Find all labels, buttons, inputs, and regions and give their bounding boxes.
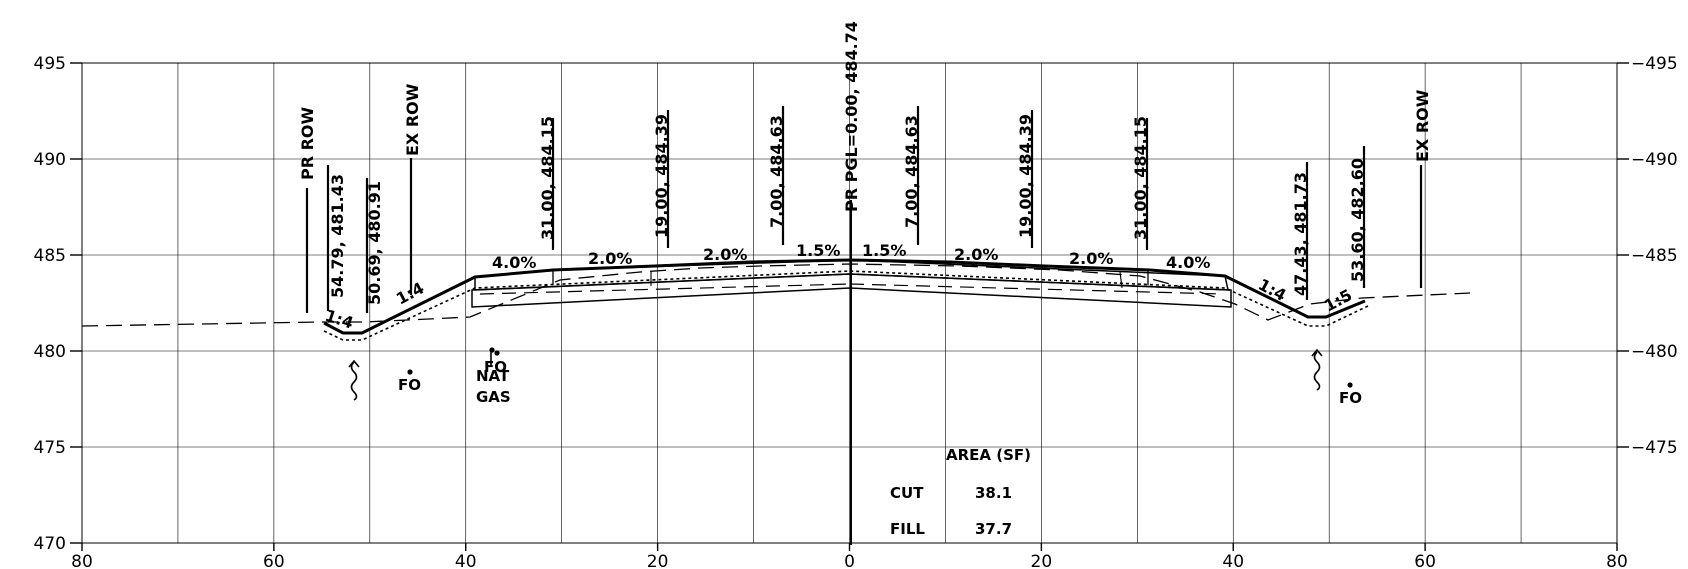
utility-marker-icon bbox=[1347, 382, 1353, 388]
x-tick-label: 60 bbox=[263, 552, 285, 569]
slope-label: 2.0% bbox=[703, 245, 747, 264]
left-elevation-axis: 495 490 485 480 475 470 bbox=[34, 54, 82, 554]
offset-19-left-label: 19.00, 484.39 bbox=[652, 114, 671, 238]
wavy-line-icon bbox=[1313, 351, 1321, 391]
y-tick-label: −475 bbox=[1631, 438, 1678, 458]
nat-label: NAT bbox=[476, 367, 510, 385]
pavement-dashed-right bbox=[849, 283, 1223, 295]
x-tick-label: 60 bbox=[1414, 552, 1436, 569]
x-tick-label: 0 bbox=[844, 552, 855, 569]
offset-7-left-label: 7.00, 484.63 bbox=[767, 115, 786, 228]
offset-50-69-label: 50.69, 480.91 bbox=[365, 181, 384, 305]
offset-31-right-label: 31.00, 484.15 bbox=[1131, 116, 1150, 240]
pavement-ext-left bbox=[1119, 271, 1123, 289]
y-tick-label: −480 bbox=[1631, 342, 1678, 362]
offset-53-60-label: 53.60, 482.60 bbox=[1348, 158, 1367, 282]
y-tick-label: −485 bbox=[1631, 246, 1678, 266]
x-tick-label: 20 bbox=[647, 552, 669, 569]
ratio-label: 1:4 bbox=[1255, 275, 1289, 305]
slope-label: 4.0% bbox=[1166, 253, 1210, 272]
x-tick-label: 20 bbox=[1031, 552, 1053, 569]
utility-marker-icon bbox=[494, 350, 500, 356]
slope-label: 2.0% bbox=[1069, 249, 1113, 268]
fill-label: FILL bbox=[890, 520, 925, 538]
fo-label: FO bbox=[1339, 389, 1362, 407]
y-tick-label: 495 bbox=[34, 54, 66, 74]
right-elevation-axis: −495 −490 −485 −480 −475 bbox=[1617, 54, 1678, 458]
y-tick-label: −495 bbox=[1631, 54, 1678, 74]
y-tick-label: 475 bbox=[34, 438, 66, 458]
fill-value: 37.7 bbox=[975, 520, 1012, 538]
gas-label: GAS bbox=[476, 388, 511, 406]
utility-marker-icon bbox=[407, 369, 413, 375]
utilities: FO FO NAT GAS FO bbox=[348, 347, 1362, 407]
slope-label: 2.0% bbox=[588, 249, 632, 268]
y-tick-label: 470 bbox=[34, 534, 66, 554]
utility-marker-icon bbox=[489, 347, 495, 353]
pgl-label: PR PGL=0.00, 484.74 bbox=[842, 21, 861, 212]
y-tick-label: 480 bbox=[34, 342, 66, 362]
y-tick-label: 490 bbox=[34, 150, 66, 170]
offset-7-right-label: 7.00, 484.63 bbox=[902, 115, 921, 228]
x-tick-label: 80 bbox=[71, 552, 93, 569]
arrow-head-icon bbox=[348, 359, 360, 368]
x-tick-label: 40 bbox=[455, 552, 477, 569]
x-tick-label: 80 bbox=[1606, 552, 1628, 569]
ratio-label: 1:5 bbox=[1321, 285, 1355, 315]
fo-nat-label: FO bbox=[484, 358, 507, 376]
slope-label: 4.0% bbox=[492, 253, 536, 272]
area-table-title: AREA (SF) bbox=[946, 446, 1031, 464]
x-axis-ticks: 80 60 40 20 0 20 40 60 80 bbox=[71, 543, 1628, 569]
x-tick-label: 40 bbox=[1222, 552, 1244, 569]
slope-label: 2.0% bbox=[954, 245, 998, 264]
ratio-label: 1:4 bbox=[323, 306, 356, 333]
wavy-line-icon bbox=[350, 361, 358, 401]
slope-label: 1.5% bbox=[796, 241, 840, 260]
fo-label: FO bbox=[398, 376, 421, 394]
station-leaders bbox=[305, 106, 1423, 313]
pr-row-left-label: PR ROW bbox=[298, 106, 317, 180]
offset-19-right-label: 19.00, 484.39 bbox=[1016, 114, 1035, 238]
offset-47-43-label: 47.43, 481.73 bbox=[1291, 172, 1310, 296]
area-table: AREA (SF) CUT 38.1 FILL 37.7 bbox=[890, 446, 1031, 538]
cut-label: CUT bbox=[890, 484, 924, 502]
slope-label: 1.5% bbox=[862, 241, 906, 260]
y-tick-label: 485 bbox=[34, 246, 66, 266]
y-tick-label: −490 bbox=[1631, 150, 1678, 170]
offset-54-79-label: 54.79, 481.43 bbox=[328, 174, 347, 298]
arrow-head-icon bbox=[1311, 348, 1323, 357]
offset-31-left-label: 31.00, 484.15 bbox=[538, 116, 557, 240]
station-labels: PR ROW 54.79, 481.43 50.69, 480.91 EX RO… bbox=[298, 21, 1432, 305]
pavement-dashed-left bbox=[479, 283, 851, 295]
cut-value: 38.1 bbox=[975, 484, 1012, 502]
existing-ground-line bbox=[81, 263, 1471, 327]
ex-row-left-label: EX ROW bbox=[403, 83, 422, 156]
ex-row-right-label: EX ROW bbox=[1413, 89, 1432, 162]
